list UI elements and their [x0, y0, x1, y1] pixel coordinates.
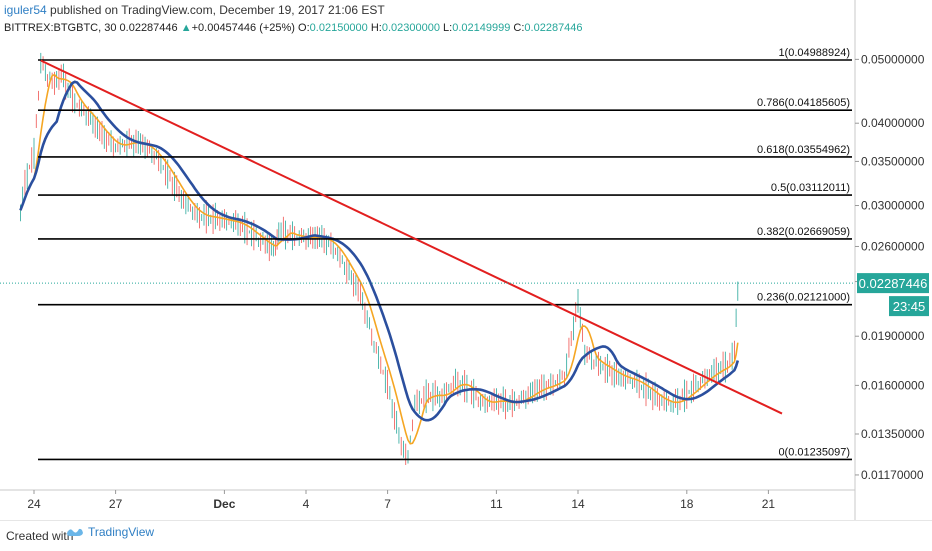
x-tick-label: 11 [490, 497, 503, 511]
last-price: 0.02287446 [119, 22, 178, 34]
last-price-label: 0.02287446 [859, 276, 928, 291]
x-tick-label: 7 [384, 497, 391, 511]
high-value: 0.02300000 [381, 22, 440, 34]
x-tick-label: 14 [571, 497, 585, 511]
fib-level-label: 0.618(0.03554962) [757, 144, 850, 156]
low-label: L: [443, 22, 453, 34]
low-value: 0.02149999 [452, 22, 511, 34]
tradingview-link[interactable]: TradingView [66, 525, 154, 540]
last-price-badge [857, 273, 929, 294]
y-tick-label: 0.03500000 [861, 154, 925, 168]
price-change: +0.00457446 (+25%) [191, 22, 295, 34]
countdown-label: 23:45 [893, 299, 926, 314]
x-tick-label: 18 [680, 497, 694, 511]
x-tick-label: 24 [27, 497, 41, 511]
plot-area [0, 40, 855, 490]
fib-level-label: 0.786(0.04185605) [757, 97, 850, 109]
symbol-name[interactable]: BITTREX:BTGBTC, 30 [4, 22, 117, 34]
x-tick-label: 21 [762, 497, 776, 511]
countdown-badge [889, 296, 929, 317]
chart-header: iguler54 published on TradingView.com, D… [0, 0, 932, 40]
open-label: O: [298, 22, 310, 34]
publication-line: iguler54 published on TradingView.com, D… [4, 3, 385, 17]
published-text: published on TradingView.com, December 1… [46, 3, 385, 17]
x-tick-label: 4 [303, 497, 310, 511]
footer: Created with TradingView [0, 520, 932, 551]
y-tick-label: 0.02600000 [861, 239, 925, 253]
tradingview-logo-icon [66, 525, 84, 540]
close-value: 0.02287446 [524, 22, 583, 34]
symbol-ohlc-line: BITTREX:BTGBTC, 30 0.02287446 ▲+0.004574… [4, 22, 583, 34]
open-value: 0.02150000 [309, 22, 368, 34]
fib-level-label: 0.236(0.02121000) [757, 292, 850, 304]
y-tick-label: 0.01900000 [861, 329, 925, 343]
fib-level-label: 0(0.01235097) [778, 446, 850, 458]
fib-level-label: 0.382(0.02669059) [757, 226, 850, 238]
tradingview-brand: TradingView [88, 525, 155, 539]
y-tick-label: 0.03000000 [861, 199, 925, 213]
y-tick-label: 0.05000000 [861, 52, 925, 66]
y-tick-label: 0.01350000 [861, 427, 925, 441]
trend-line [40, 59, 783, 415]
fib-level-label: 1(0.04988924) [778, 47, 850, 59]
y-tick-label: 0.04000000 [861, 116, 925, 130]
y-tick-label: 0.01600000 [861, 378, 925, 392]
change-up-icon: ▲ [180, 22, 192, 34]
x-tick-label: 27 [109, 497, 123, 511]
moving-average-line [19, 80, 740, 422]
fib-level-label: 0.5(0.03112011) [771, 182, 850, 194]
high-label: H: [370, 22, 382, 34]
close-label: C: [513, 22, 525, 34]
price-chart[interactable]: 0.05000000 0.04000000 0.03500000 0.03000000… [0, 0, 932, 520]
created-with-text: Created with [6, 529, 74, 543]
author-link[interactable]: iguler54 [4, 3, 47, 17]
x-tick-label: Dec [213, 497, 235, 511]
y-tick-label: 0.01170000 [861, 468, 924, 482]
